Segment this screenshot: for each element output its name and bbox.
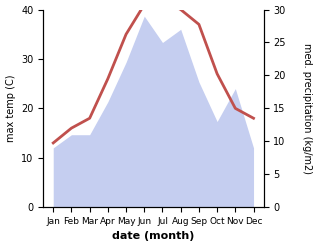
Y-axis label: max temp (C): max temp (C) <box>5 75 16 142</box>
X-axis label: date (month): date (month) <box>112 231 195 242</box>
Y-axis label: med. precipitation (kg/m2): med. precipitation (kg/m2) <box>302 43 313 174</box>
